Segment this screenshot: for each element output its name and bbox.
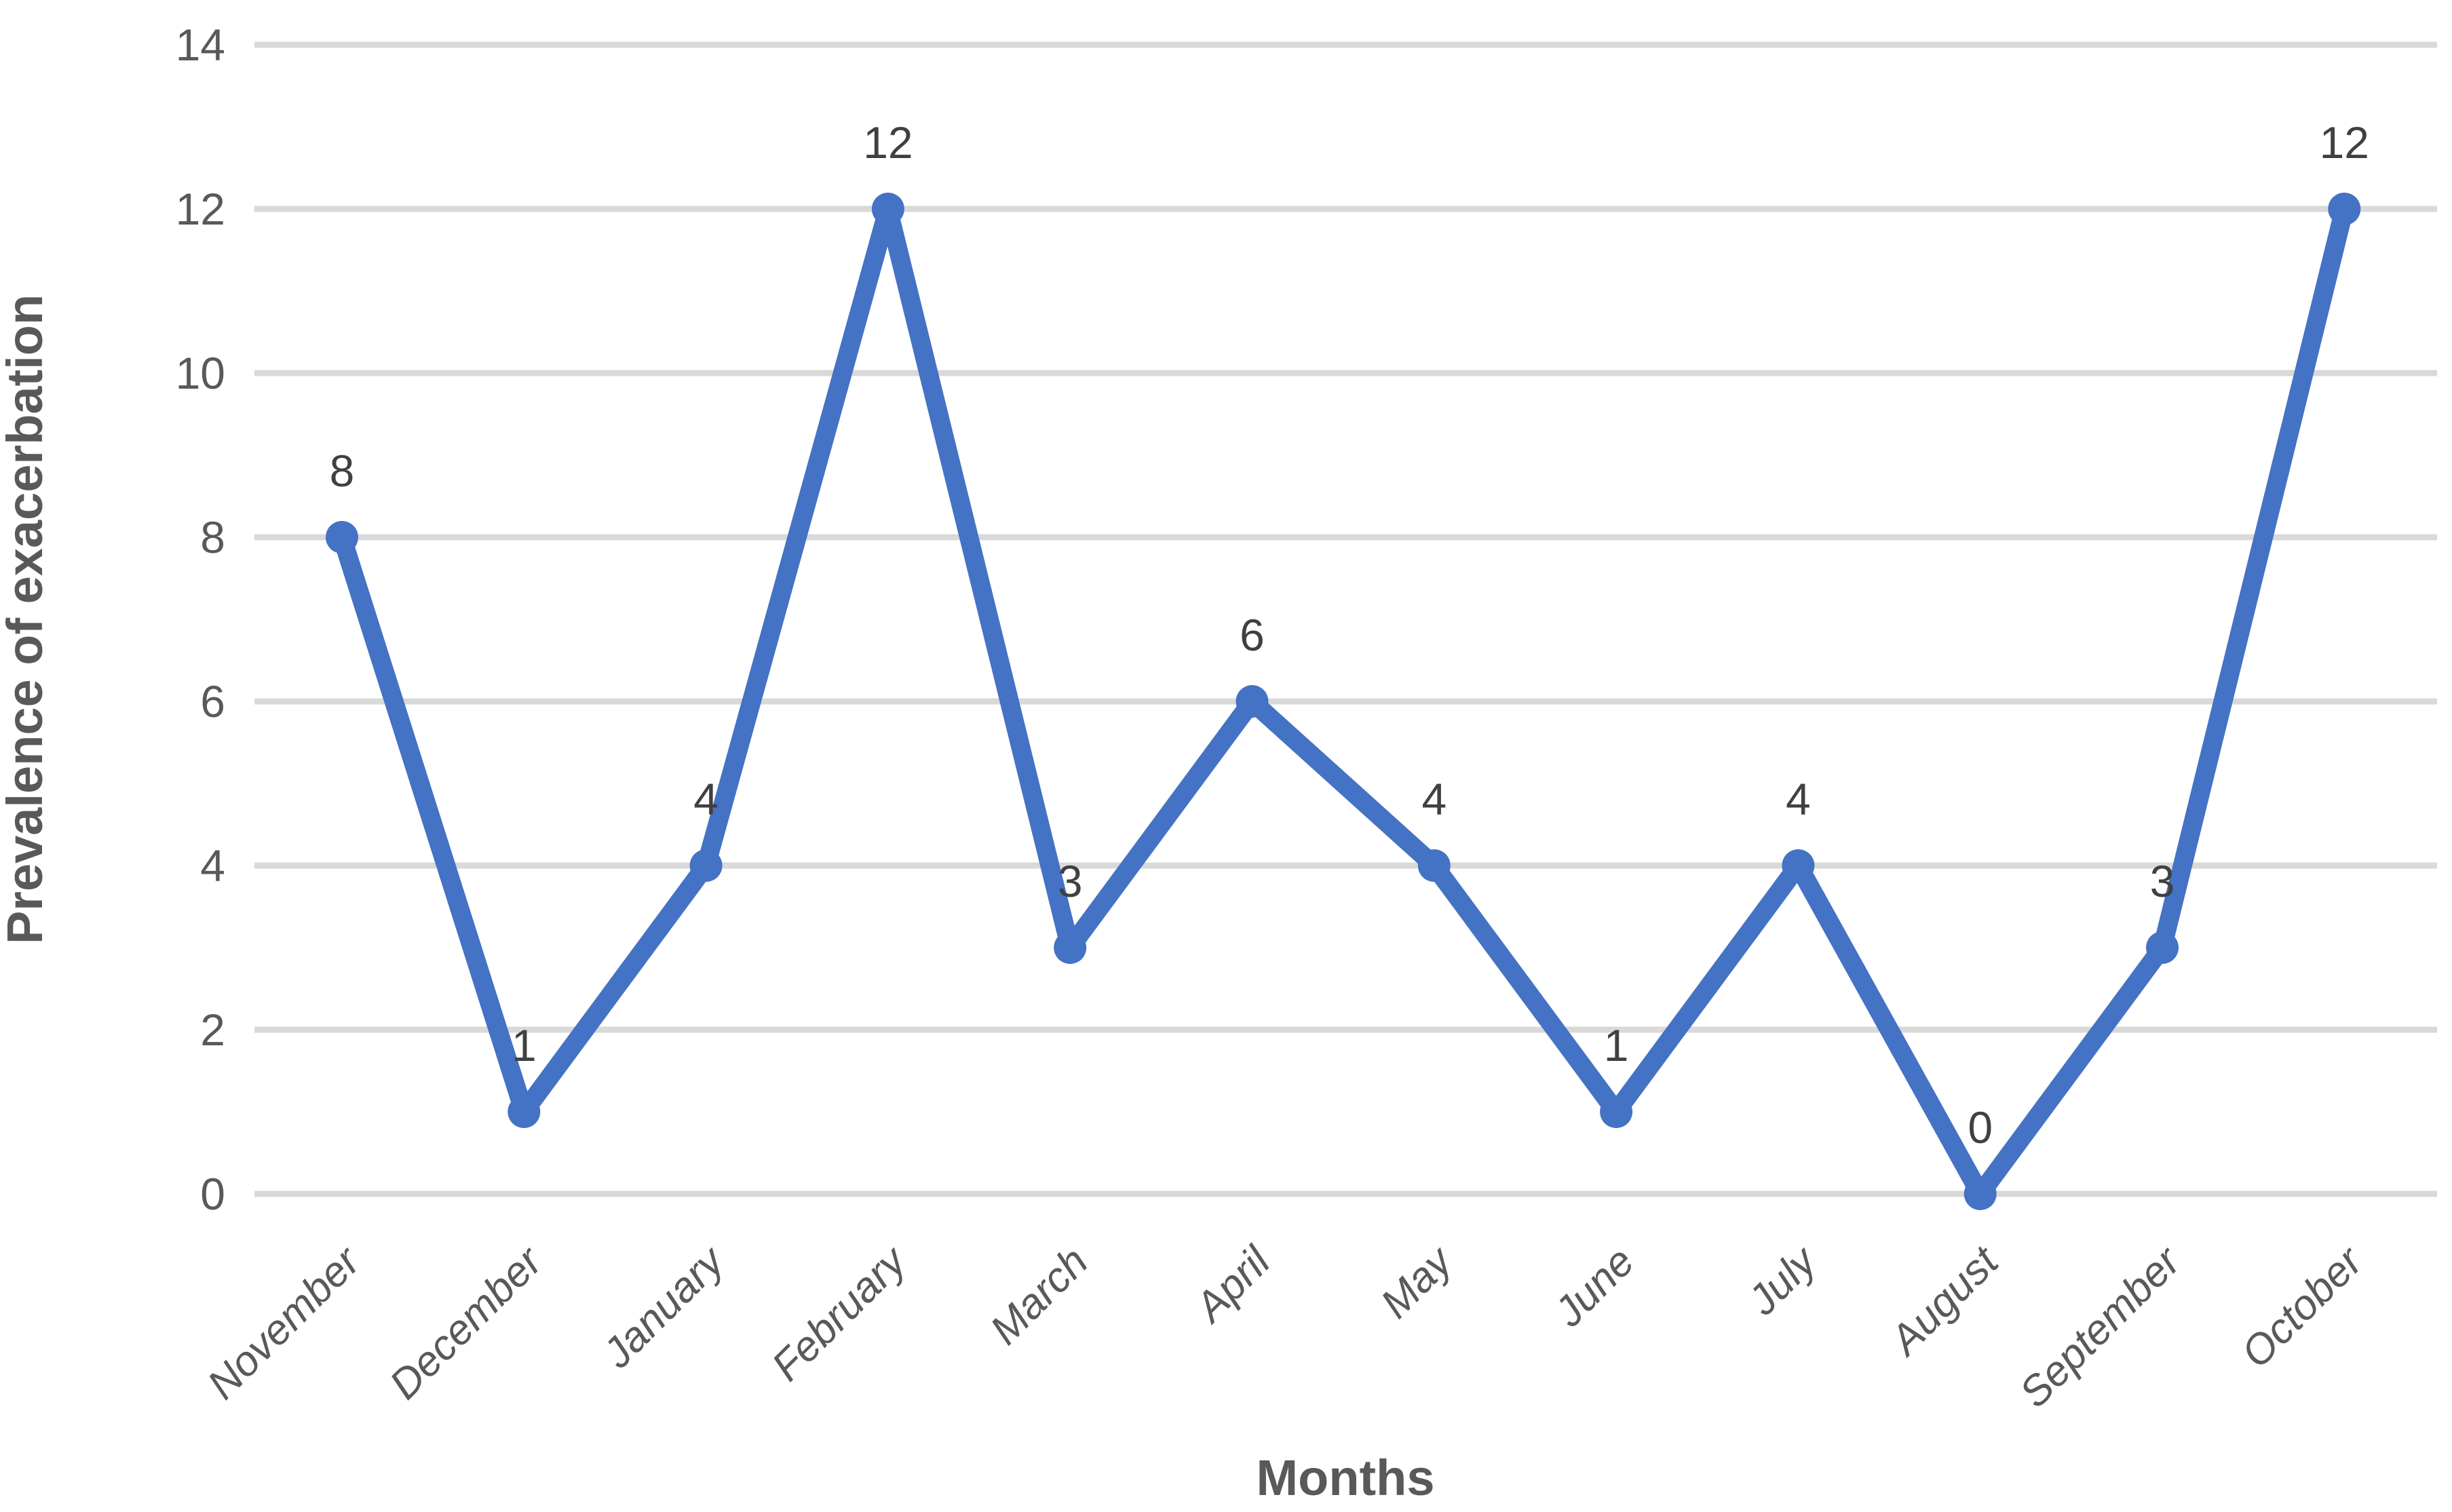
gridlines — [254, 41, 2437, 1197]
data-label: 6 — [1240, 610, 1265, 660]
y-tick-label: 10 — [176, 348, 225, 398]
x-tick-label: December — [381, 1237, 552, 1408]
x-axis-title: Months — [1256, 1450, 1434, 1506]
data-label: 12 — [863, 117, 913, 168]
x-tick-label: January — [594, 1236, 735, 1377]
data-label: 12 — [2320, 117, 2369, 168]
data-label: 4 — [693, 774, 719, 824]
series-line — [332, 199, 2354, 1203]
data-label: 0 — [1968, 1102, 1993, 1152]
y-tick-label: 14 — [176, 20, 225, 70]
data-label: 3 — [1058, 856, 1083, 906]
data-label: 1 — [512, 1020, 537, 1070]
y-tick-label: 2 — [200, 1005, 225, 1055]
data-point-markers — [326, 193, 2361, 1210]
data-point-marker — [2328, 193, 2361, 225]
data-label: 8 — [330, 446, 355, 496]
data-point-marker — [507, 1096, 541, 1128]
x-tick-label: June — [1545, 1238, 1643, 1336]
data-label: 4 — [1421, 774, 1447, 824]
data-point-marker — [1235, 685, 1269, 718]
data-labels: 8 1 4 12 3 6 4 1 4 0 3 12 — [330, 117, 2369, 1152]
data-point-marker — [1054, 931, 1087, 964]
x-tick-label: May — [1372, 1236, 1463, 1327]
x-tick-label: February — [763, 1236, 917, 1390]
data-point-marker — [1600, 1096, 1633, 1128]
data-point-marker — [1782, 849, 1815, 882]
data-point-marker — [1417, 849, 1451, 882]
x-axis-tick-labels: November December January February March Apri… — [199, 1236, 2373, 1416]
series-line-path — [332, 199, 2354, 1203]
y-tick-label: 4 — [200, 840, 225, 891]
y-tick-label: 6 — [200, 676, 225, 726]
y-tick-label: 8 — [200, 512, 225, 562]
x-tick-label: November — [199, 1237, 370, 1408]
data-point-marker — [871, 193, 904, 225]
y-axis-title: Prevalence of exacerbation — [0, 294, 53, 944]
x-tick-label: April — [1185, 1237, 1280, 1333]
data-point-marker — [1963, 1178, 1997, 1210]
y-tick-label: 0 — [200, 1169, 225, 1219]
x-tick-label: March — [981, 1238, 1097, 1354]
data-label: 4 — [1786, 774, 1811, 824]
y-tick-label: 12 — [176, 184, 225, 234]
x-tick-label: September — [2011, 1237, 2191, 1416]
x-tick-label: July — [1739, 1236, 1827, 1324]
data-label: 3 — [2150, 856, 2175, 906]
x-tick-label: August — [1879, 1237, 2008, 1365]
data-label: 1 — [1604, 1020, 1629, 1070]
y-axis-tick-labels: 0 2 4 6 8 10 12 14 — [176, 20, 225, 1219]
data-point-marker — [2146, 931, 2179, 964]
data-point-marker — [326, 521, 358, 554]
x-tick-label: October — [2232, 1237, 2372, 1376]
data-point-marker — [689, 849, 723, 882]
